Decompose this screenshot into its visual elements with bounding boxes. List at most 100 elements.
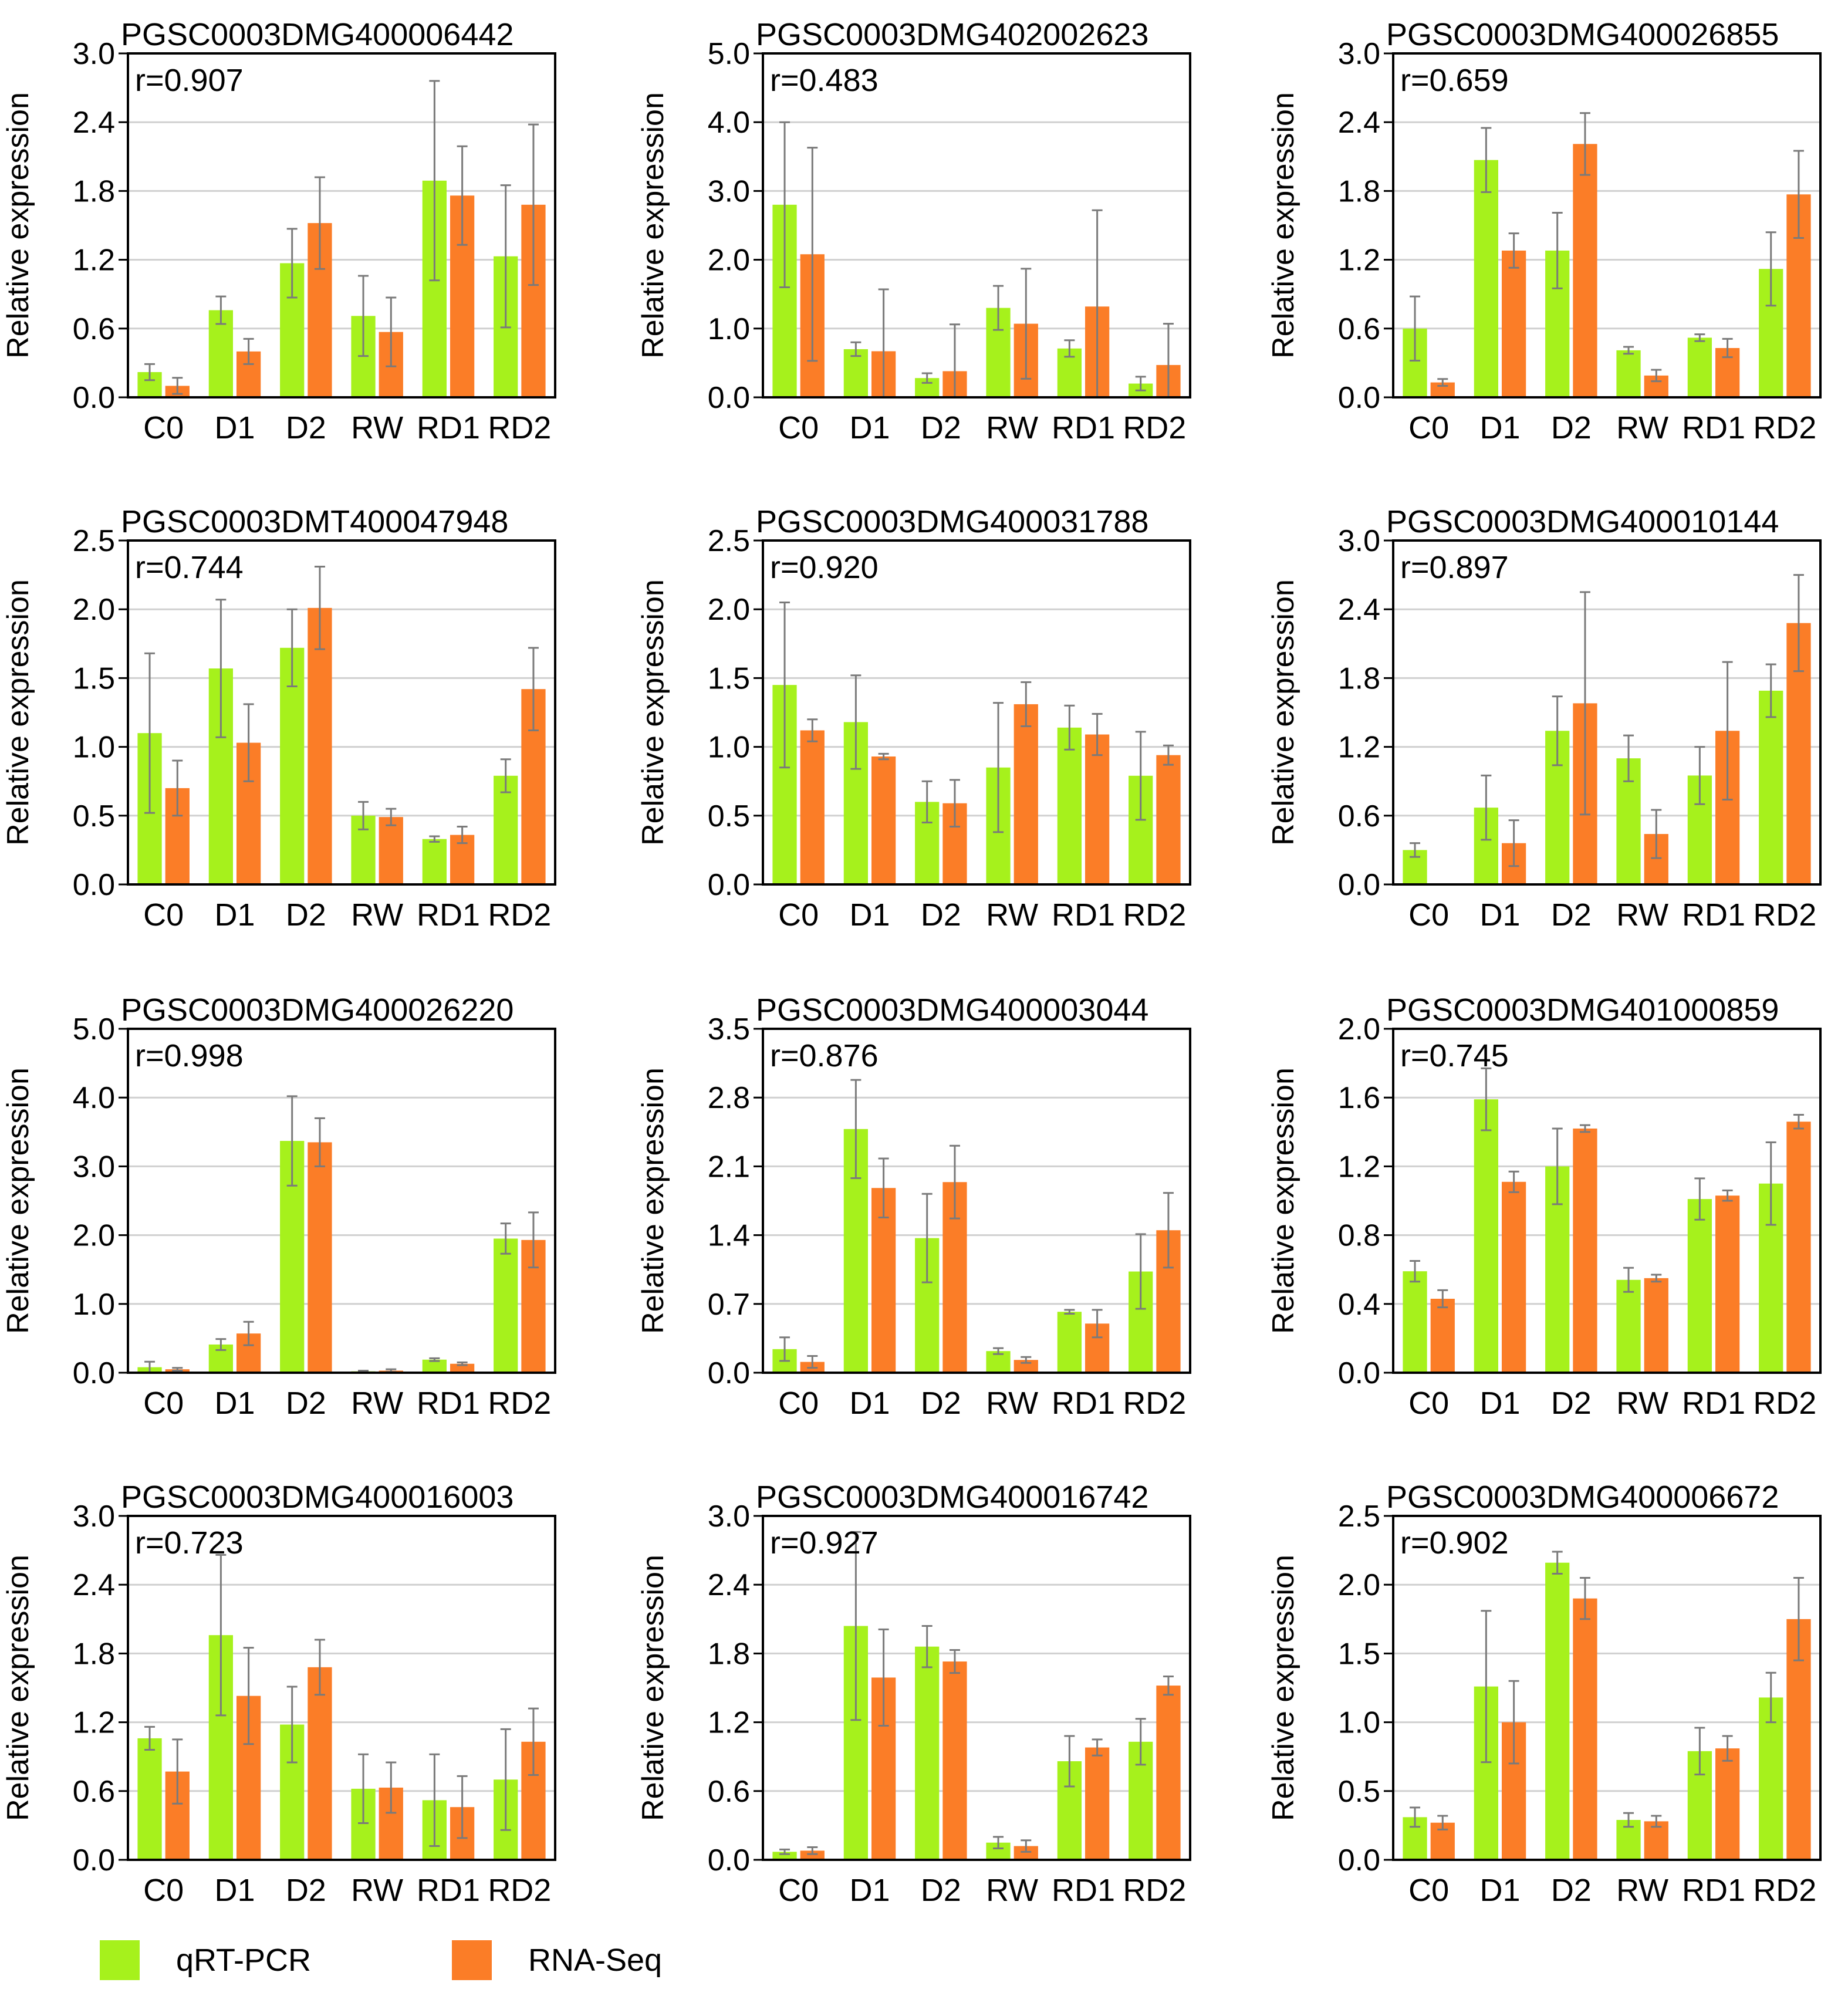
plot-frame: [1392, 539, 1822, 886]
x-tick-label: D2: [921, 1386, 961, 1421]
y-axis-label: Relative expression: [1, 1068, 35, 1334]
correlation-annotation: r=0.927: [770, 1525, 879, 1561]
y-tick-label: 2.0: [73, 1219, 115, 1253]
y-tick-label: 2.4: [1338, 106, 1380, 140]
y-tick-label: 2.0: [708, 593, 750, 627]
y-tick-label: 3.0: [73, 37, 115, 71]
chart-title: PGSC0003DMG401000859: [1386, 992, 1779, 1028]
y-tick-label: 2.8: [708, 1081, 750, 1115]
x-tick-label: RD2: [488, 1386, 551, 1421]
x-tick-label: C0: [1408, 1386, 1449, 1421]
bar-rna-seq-rd1: [1085, 734, 1110, 884]
x-tick-label: RD1: [1052, 1386, 1115, 1421]
bar-qrt-pcr-d2: [1545, 1562, 1570, 1860]
bar-rna-seq-d1: [871, 756, 896, 884]
bar-qrt-pcr-d1: [843, 349, 868, 397]
y-tick-label: 1.4: [708, 1219, 750, 1253]
x-tick-label: RD1: [1682, 1873, 1745, 1908]
x-tick-label: RD1: [417, 897, 480, 933]
plot-frame: [1392, 1028, 1822, 1374]
y-axis-label: Relative expression: [636, 92, 670, 359]
chart-panel-8: PGSC0003DMG400003044 Relative expression 0…: [636, 992, 1191, 1421]
plot-frame: [1392, 1515, 1822, 1861]
bar-rna-seq-c0: [800, 730, 825, 884]
correlation-annotation: r=0.897: [1400, 550, 1509, 585]
x-tick-label: D1: [1479, 1386, 1520, 1421]
x-tick-label: D2: [921, 410, 961, 445]
bar-qrt-pcr-rd2: [494, 775, 518, 884]
y-tick-label: 2.5: [708, 524, 750, 558]
x-tick-label: D2: [286, 410, 326, 445]
y-tick-label: 2.4: [1338, 593, 1380, 627]
x-tick-label: RD1: [1682, 897, 1745, 933]
bar-rna-seq-d1: [1502, 250, 1526, 397]
plot-frame: [1392, 52, 1822, 398]
x-tick-label: C0: [143, 1386, 184, 1421]
y-axis-label: Relative expression: [1, 92, 35, 359]
plot-frame: [127, 52, 556, 398]
y-tick-label: 0.0: [1338, 868, 1380, 902]
y-tick-label: 2.0: [708, 244, 750, 278]
y-tick-label: 1.8: [708, 1637, 750, 1671]
y-tick-label: 2.0: [1338, 1012, 1380, 1046]
y-tick-label: 0.0: [73, 1843, 115, 1877]
chart-title: PGSC0003DMG400006672: [1386, 1480, 1779, 1515]
y-tick-label: 0.0: [708, 1843, 750, 1877]
legend-item-qrt-pcr: qRT-PCR: [100, 1940, 311, 1980]
bar-rna-seq-d2: [308, 1142, 332, 1373]
plot-frame: [127, 539, 556, 886]
y-tick-label: 0.7: [708, 1288, 750, 1322]
y-tick-label: 3.0: [73, 1499, 115, 1534]
bar-qrt-pcr-rd2: [1759, 690, 1783, 884]
chart-title: PGSC0003DMG400026220: [121, 992, 513, 1028]
bar-rna-seq-rw: [379, 817, 403, 884]
chart-title: PGSC0003DMT400047948: [121, 504, 508, 539]
y-tick-label: 0.0: [1338, 381, 1380, 415]
chart-title: PGSC0003DMG400016742: [756, 1480, 1148, 1515]
x-tick-label: RW: [986, 897, 1038, 933]
bar-rna-seq-d2: [1573, 1128, 1597, 1373]
y-tick-label: 0.5: [73, 799, 115, 833]
correlation-annotation: r=0.723: [135, 1525, 244, 1561]
y-tick-label: 4.0: [708, 106, 750, 140]
bar-rna-seq-d2: [1573, 144, 1597, 397]
x-tick-label: D1: [214, 1873, 255, 1908]
bar-qrt-pcr-d2: [915, 1646, 940, 1860]
x-tick-label: RD2: [488, 897, 551, 933]
bar-rna-seq-c0: [800, 1850, 825, 1860]
x-tick-label: D1: [214, 1386, 255, 1421]
chart-panel-5: PGSC0003DMG400031788 Relative expression 0…: [636, 504, 1191, 933]
x-tick-label: C0: [778, 897, 819, 933]
y-tick-label: 3.0: [73, 1150, 115, 1184]
bar-rna-seq-rw: [1013, 1846, 1038, 1860]
bar-qrt-pcr-c0: [1403, 1271, 1427, 1373]
x-tick-label: RD2: [488, 1873, 551, 1908]
bar-qrt-pcr-rd1: [422, 839, 447, 884]
x-tick-label: RW: [1616, 897, 1668, 933]
legend-swatch-rna-seq: [452, 1940, 492, 1980]
x-tick-label: D2: [286, 897, 326, 933]
bar-qrt-pcr-rd1: [1057, 1312, 1082, 1373]
x-tick-label: D1: [849, 1386, 890, 1421]
x-tick-label: RD2: [1753, 410, 1816, 445]
bar-rna-seq-rw: [1013, 704, 1038, 884]
x-tick-label: D1: [1479, 410, 1520, 445]
correlation-annotation: r=0.998: [135, 1038, 244, 1073]
bar-qrt-pcr-rd1: [1057, 727, 1082, 884]
y-tick-label: 0.0: [73, 868, 115, 902]
y-tick-label: 0.0: [708, 381, 750, 415]
y-tick-label: 5.0: [73, 1012, 115, 1046]
bar-rna-seq-rd1: [1715, 1195, 1740, 1373]
y-tick-label: 1.0: [708, 312, 750, 346]
y-tick-label: 1.5: [708, 661, 750, 695]
y-tick-label: 1.2: [1338, 244, 1380, 278]
x-tick-label: RD1: [1052, 1873, 1115, 1908]
y-tick-label: 3.0: [1338, 37, 1380, 71]
y-tick-label: 1.0: [73, 1288, 115, 1322]
x-tick-label: RD2: [1123, 1386, 1186, 1421]
y-tick-label: 3.0: [708, 1499, 750, 1534]
correlation-annotation: r=0.920: [770, 550, 879, 585]
y-tick-label: 5.0: [708, 37, 750, 71]
y-tick-label: 0.6: [73, 312, 115, 346]
y-tick-label: 1.2: [1338, 1150, 1380, 1184]
